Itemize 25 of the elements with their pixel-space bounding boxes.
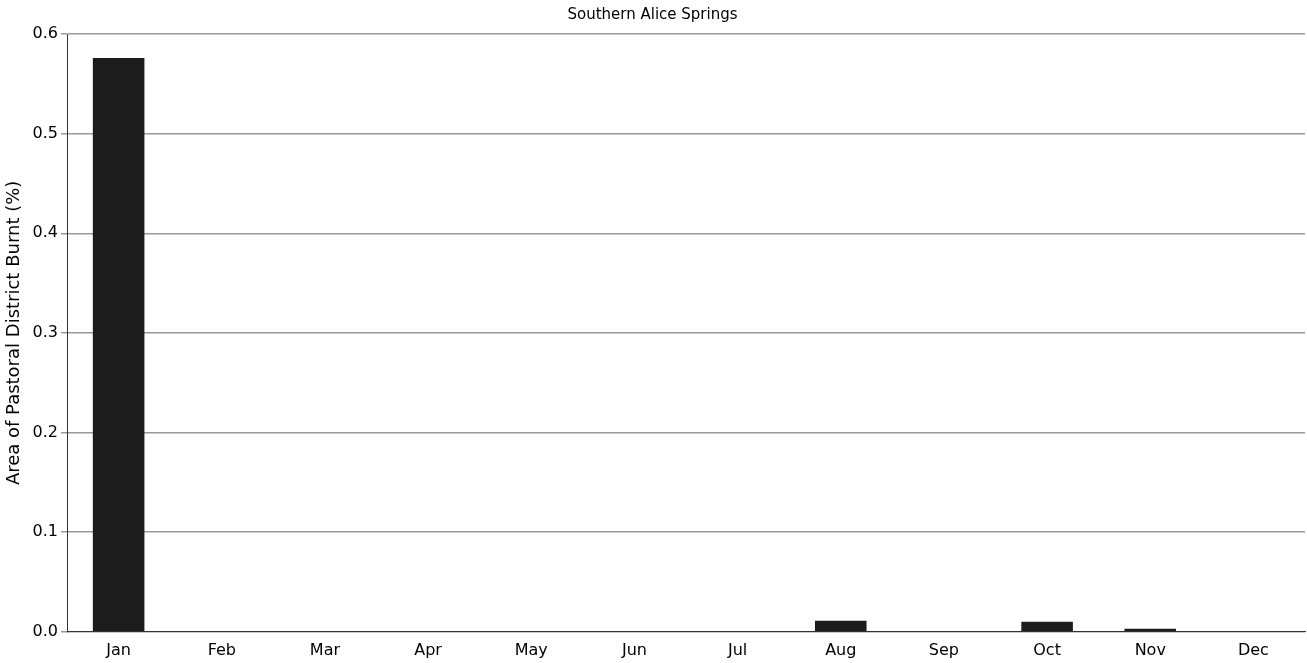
bar [1124, 628, 1177, 632]
x-tick-label: May [514, 639, 548, 659]
y-axis-title: Area of Pastoral District Burnt (%) [2, 180, 24, 486]
y-tick-label: 0.1 [32, 521, 59, 541]
x-tick-label: Oct [1033, 639, 1061, 659]
bar [92, 57, 145, 632]
x-tick-label: Feb [207, 639, 236, 659]
x-tick-label: Sep [928, 639, 960, 659]
x-tick-label: Jul [726, 639, 748, 659]
x-tick-label: Jan [105, 639, 131, 659]
x-tick-label: Aug [825, 639, 857, 659]
x-tick-label: Apr [414, 639, 443, 659]
y-tick-label: 0.0 [32, 620, 59, 640]
y-tick-label: 0.6 [32, 23, 59, 43]
bar [814, 620, 867, 632]
chart-title: Southern Alice Springs [567, 4, 738, 23]
x-tick-label: Jun [620, 639, 647, 659]
y-tick-label: 0.2 [32, 421, 59, 441]
y-tick-label: 0.4 [32, 222, 59, 242]
x-tick-label: Nov [1134, 639, 1166, 659]
x-tick-label: Mar [309, 639, 341, 659]
y-tick-label: 0.3 [32, 322, 59, 342]
y-tick-label: 0.5 [32, 122, 59, 142]
bar [1021, 621, 1073, 632]
x-tick-label: Dec [1237, 639, 1269, 659]
